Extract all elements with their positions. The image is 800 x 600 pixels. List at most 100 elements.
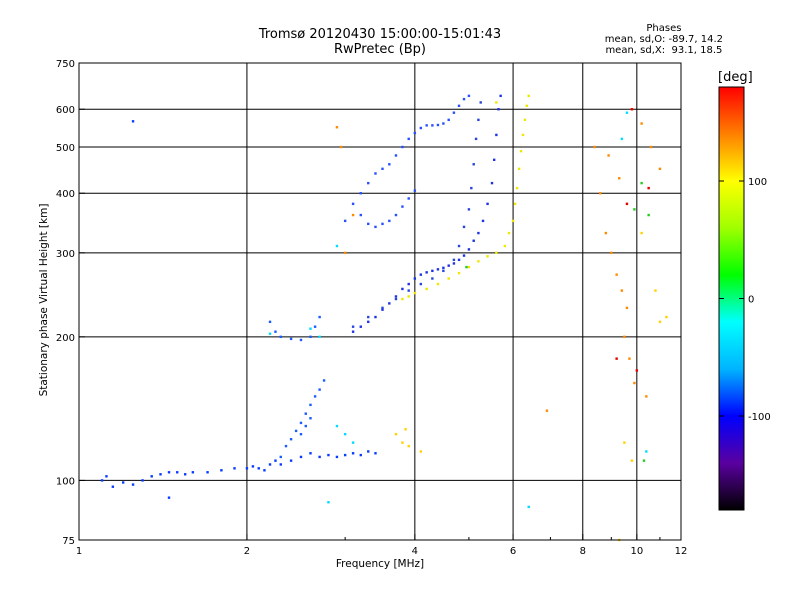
data-point	[407, 137, 410, 141]
data-point	[335, 244, 339, 248]
data-point	[394, 432, 398, 436]
data-point	[413, 291, 417, 295]
data-point	[304, 412, 307, 415]
data-point	[462, 254, 466, 257]
data-point	[495, 133, 498, 137]
data-point	[593, 145, 596, 149]
data-point	[150, 475, 153, 478]
x-tick-label: 1	[76, 546, 82, 557]
data-point	[507, 231, 511, 235]
data-point	[274, 459, 277, 462]
data-point	[452, 111, 456, 114]
data-point	[545, 409, 549, 412]
data-point	[525, 104, 529, 108]
data-point	[513, 202, 517, 206]
data-point	[309, 452, 312, 455]
data-point	[401, 205, 404, 208]
data-point	[268, 320, 272, 324]
data-point	[462, 97, 466, 101]
phase-stats: Phases mean, sd,O: -89.7, 14.2 mean, sd,…	[605, 23, 723, 56]
data-point	[527, 94, 530, 98]
data-point	[367, 315, 370, 319]
data-point	[413, 277, 417, 280]
data-point	[633, 208, 636, 211]
data-point	[394, 297, 398, 301]
y-axis-label: Stationary phase Virtual Height [km]	[38, 204, 50, 397]
y-tick-label: 600	[56, 105, 75, 116]
data-point	[318, 315, 321, 319]
data-point	[447, 118, 450, 122]
data-point	[351, 441, 355, 444]
data-point	[367, 181, 370, 185]
data-point	[477, 260, 480, 263]
data-point	[257, 467, 260, 470]
data-point	[388, 302, 391, 305]
data-point	[436, 282, 440, 286]
data-point	[401, 297, 404, 301]
data-point	[335, 424, 339, 428]
data-point	[131, 483, 135, 486]
data-point	[245, 467, 249, 470]
data-point	[404, 428, 407, 431]
data-point	[452, 262, 456, 265]
data-point	[313, 395, 317, 398]
data-point	[299, 432, 303, 436]
data-point	[640, 181, 643, 185]
y-tick-label: 300	[56, 249, 75, 260]
data-point	[452, 258, 456, 262]
data-point	[625, 306, 629, 310]
data-point	[131, 120, 135, 123]
data-point	[407, 289, 410, 292]
data-point	[618, 177, 621, 180]
data-point	[343, 453, 347, 457]
y-tick-label: 500	[56, 143, 75, 154]
data-point	[343, 251, 347, 255]
data-point	[381, 306, 384, 310]
data-point	[289, 438, 293, 441]
data-point	[401, 145, 404, 149]
data-point	[183, 473, 187, 476]
data-point	[407, 444, 410, 448]
data-point	[467, 265, 471, 269]
data-point	[381, 308, 384, 311]
data-point	[367, 222, 370, 226]
data-point	[431, 124, 434, 127]
data-point	[628, 357, 631, 360]
data-point	[299, 455, 303, 459]
data-point	[472, 239, 475, 242]
data-point	[381, 222, 384, 226]
data-point	[299, 421, 303, 425]
data-point	[477, 231, 480, 235]
data-point	[251, 465, 255, 468]
data-point	[335, 126, 339, 129]
data-point	[620, 137, 624, 141]
data-point	[351, 325, 355, 328]
data-point	[457, 271, 461, 275]
data-point	[381, 167, 384, 171]
data-point	[436, 123, 440, 127]
data-point	[425, 271, 428, 274]
data-point	[413, 189, 417, 192]
data-point	[610, 251, 613, 255]
data-point	[462, 225, 466, 229]
data-point	[327, 501, 330, 504]
data-point	[111, 485, 115, 488]
data-point	[359, 213, 362, 217]
data-point	[351, 202, 355, 206]
data-point	[279, 335, 282, 339]
x-axis-label: Frequency [MHz]	[336, 558, 424, 570]
data-point	[309, 335, 312, 339]
data-point	[517, 167, 521, 171]
data-point	[367, 320, 370, 324]
data-point	[599, 192, 602, 195]
data-point	[470, 186, 473, 190]
data-point	[100, 479, 104, 482]
data-point	[388, 219, 391, 223]
x-tick-label: 10	[630, 546, 643, 557]
data-point	[359, 325, 362, 328]
data-point	[527, 505, 530, 509]
data-point	[279, 463, 282, 466]
x-tick-label: 2	[244, 546, 250, 557]
x-tick-label: 12	[675, 546, 688, 557]
data-point	[431, 277, 434, 280]
